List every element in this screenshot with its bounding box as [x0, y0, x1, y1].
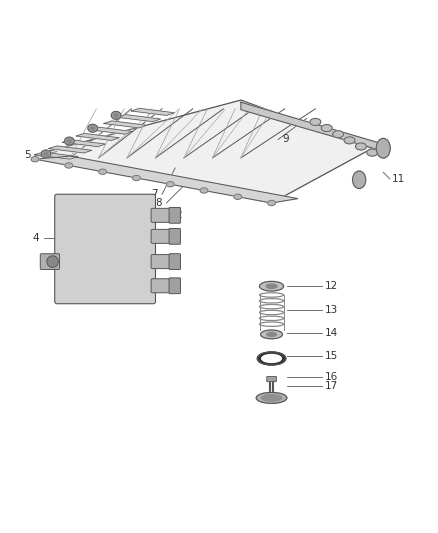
Ellipse shape [44, 152, 48, 156]
FancyBboxPatch shape [151, 255, 178, 269]
FancyBboxPatch shape [267, 376, 276, 382]
Ellipse shape [267, 333, 276, 336]
Text: 5: 5 [24, 150, 31, 160]
Ellipse shape [261, 354, 281, 362]
Text: 13: 13 [325, 305, 338, 316]
Text: 9: 9 [283, 134, 289, 144]
Ellipse shape [310, 118, 321, 125]
Ellipse shape [200, 188, 208, 193]
Text: 7: 7 [151, 189, 158, 199]
Text: 15: 15 [325, 351, 338, 361]
Ellipse shape [65, 163, 73, 168]
Ellipse shape [257, 352, 286, 365]
Polygon shape [76, 133, 119, 140]
Text: 16: 16 [325, 372, 338, 382]
Ellipse shape [355, 143, 366, 150]
Ellipse shape [376, 139, 390, 158]
Ellipse shape [261, 394, 281, 401]
Polygon shape [104, 121, 147, 128]
Ellipse shape [353, 171, 366, 189]
Text: 1: 1 [121, 210, 128, 220]
Text: 2: 2 [175, 210, 182, 220]
Ellipse shape [64, 137, 74, 145]
FancyBboxPatch shape [151, 229, 178, 244]
Ellipse shape [41, 150, 51, 158]
Ellipse shape [67, 139, 71, 143]
Text: 11: 11 [392, 174, 405, 184]
FancyBboxPatch shape [169, 254, 180, 270]
Ellipse shape [234, 194, 242, 199]
Ellipse shape [344, 137, 355, 144]
Text: 14: 14 [325, 328, 338, 338]
Ellipse shape [111, 111, 121, 119]
Ellipse shape [99, 169, 106, 174]
Polygon shape [131, 108, 174, 115]
Ellipse shape [256, 392, 287, 403]
Ellipse shape [321, 125, 332, 132]
Ellipse shape [31, 157, 39, 162]
Polygon shape [35, 100, 372, 203]
Ellipse shape [132, 175, 140, 181]
Text: 8: 8 [155, 198, 162, 208]
FancyBboxPatch shape [169, 207, 180, 223]
Ellipse shape [259, 281, 284, 291]
Polygon shape [35, 152, 78, 159]
Ellipse shape [333, 131, 344, 138]
FancyBboxPatch shape [151, 208, 178, 222]
FancyBboxPatch shape [40, 254, 60, 270]
Text: 17: 17 [325, 381, 338, 391]
Ellipse shape [268, 200, 276, 206]
Text: 3: 3 [131, 255, 138, 265]
Polygon shape [241, 102, 385, 152]
Ellipse shape [114, 114, 118, 117]
Ellipse shape [266, 284, 277, 288]
Polygon shape [63, 140, 106, 147]
Circle shape [47, 256, 58, 267]
Ellipse shape [261, 330, 283, 339]
FancyBboxPatch shape [151, 279, 178, 293]
Ellipse shape [91, 126, 95, 130]
FancyBboxPatch shape [169, 229, 180, 244]
Text: 4: 4 [33, 233, 39, 243]
Ellipse shape [367, 149, 378, 156]
FancyBboxPatch shape [169, 278, 180, 294]
Ellipse shape [166, 182, 174, 187]
FancyBboxPatch shape [55, 194, 155, 304]
Polygon shape [49, 146, 92, 153]
Text: 12: 12 [325, 281, 338, 291]
Polygon shape [35, 156, 298, 203]
Ellipse shape [88, 124, 98, 132]
Polygon shape [90, 127, 133, 134]
Polygon shape [118, 115, 161, 122]
